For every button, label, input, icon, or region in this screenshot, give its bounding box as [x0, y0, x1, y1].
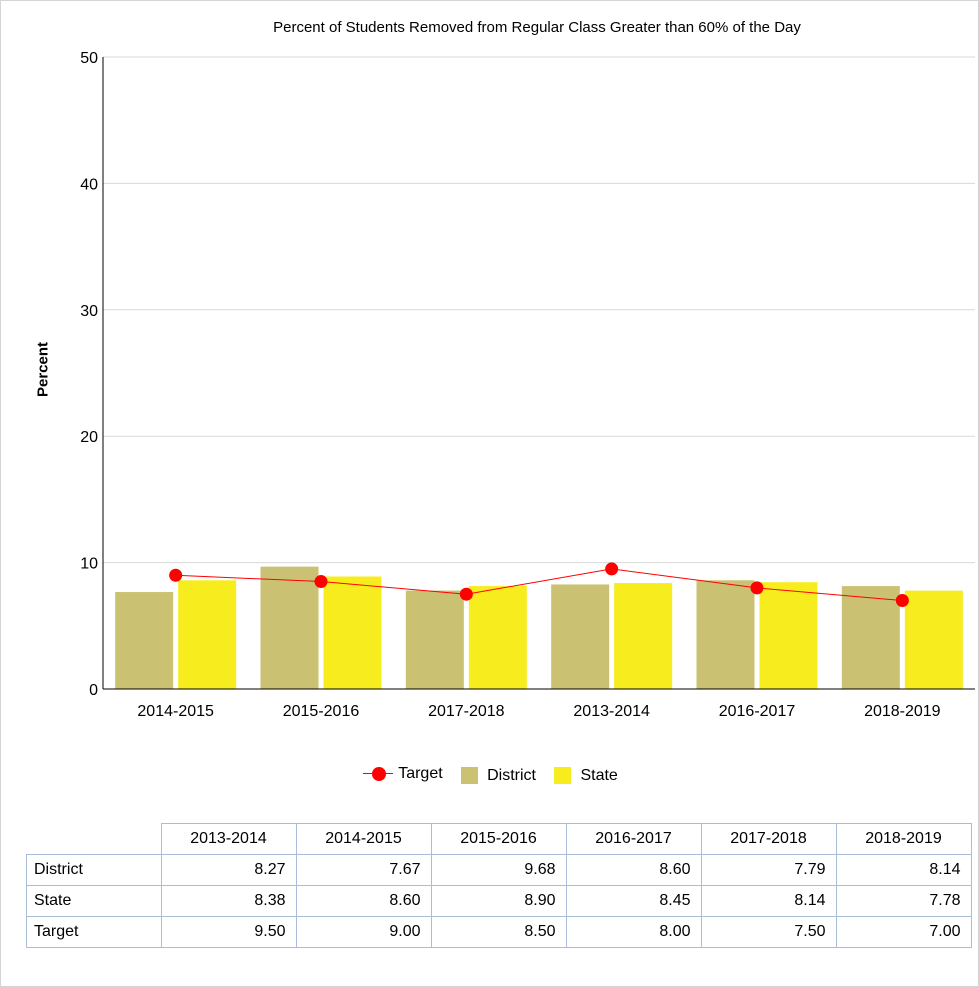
bar-state: [614, 583, 673, 689]
target-point: [895, 594, 909, 608]
table-cell: 8.50: [430, 916, 567, 948]
table-row: District 8.27 7.67 9.68 8.60 7.79 8.14: [26, 854, 972, 886]
table-cell: 9.00: [295, 916, 432, 948]
target-point: [314, 575, 328, 589]
table-cell: 8.38: [160, 885, 297, 917]
y-tick-label: 0: [89, 682, 98, 699]
bar-state: [178, 580, 237, 689]
target-point: [169, 568, 183, 582]
bar-district: [115, 592, 174, 689]
table-cell: 7.78: [835, 885, 972, 917]
row-label: Target: [26, 916, 162, 948]
bar-district: [696, 580, 755, 689]
y-tick-label: 50: [80, 50, 98, 67]
row-label: State: [26, 885, 162, 917]
table-header: 2017-2018: [700, 823, 837, 855]
x-tick-label: 2017-2018: [428, 703, 505, 720]
table-cell: 9.50: [160, 916, 297, 948]
bar-state: [468, 586, 527, 689]
legend-label-target: Target: [398, 765, 443, 782]
table-cell: 8.45: [565, 885, 702, 917]
table-row: Target 9.50 9.00 8.50 8.00 7.50 7.00: [26, 916, 972, 948]
state-legend-swatch: [554, 767, 572, 784]
legend-item-state[interactable]: State: [554, 766, 618, 785]
target-legend-marker: [363, 764, 394, 784]
y-tick-label: 40: [80, 176, 98, 193]
table-cell: 9.68: [430, 854, 567, 886]
table-header-row: 2013-2014 2014-2015 2015-2016 2016-2017 …: [27, 823, 972, 855]
row-label: District: [26, 854, 162, 886]
table-cell: 7.00: [835, 916, 972, 948]
table-cell: 8.90: [430, 885, 567, 917]
bar-state: [904, 590, 963, 689]
legend: Target District State: [1, 764, 979, 789]
table-cell: 8.14: [700, 885, 837, 917]
table-cell: 7.79: [700, 854, 837, 886]
target-point: [459, 587, 473, 601]
table-cell: 7.67: [295, 854, 432, 886]
table-header: 2015-2016: [430, 823, 567, 855]
table-corner: [27, 824, 162, 855]
table-cell: 7.50: [700, 916, 837, 948]
bar-district: [841, 586, 900, 689]
table-header: 2018-2019: [835, 823, 972, 855]
legend-item-target[interactable]: Target: [363, 764, 443, 784]
bar-state: [323, 576, 382, 689]
legend-item-district[interactable]: District: [461, 767, 536, 785]
table-row: State 8.38 8.60 8.90 8.45 8.14 7.78: [26, 885, 972, 917]
bar-district: [405, 590, 464, 689]
bar-state: [759, 582, 818, 689]
legend-label-state: State: [580, 766, 618, 784]
bar-district: [551, 584, 610, 689]
bar-district: [260, 566, 319, 689]
chart-title: Percent of Students Removed from Regular…: [273, 19, 801, 36]
target-point: [605, 562, 619, 576]
table-cell: 8.27: [160, 854, 297, 886]
y-tick-label: 20: [80, 429, 98, 446]
district-legend-swatch: [461, 767, 479, 784]
x-tick-label: 2015-2016: [283, 703, 360, 720]
target-point: [750, 581, 764, 595]
table-header: 2016-2017: [565, 823, 702, 855]
y-tick-label: 30: [80, 303, 98, 320]
table-cell: 8.60: [295, 885, 432, 917]
data-table: 2013-2014 2014-2015 2015-2016 2016-2017 …: [26, 823, 972, 948]
table-cell: 8.14: [835, 854, 972, 886]
x-tick-label: 2018-2019: [864, 703, 941, 720]
table-header: 2014-2015: [295, 823, 432, 855]
x-tick-label: 2016-2017: [719, 703, 796, 720]
legend-label-district: District: [487, 766, 536, 784]
y-tick-label: 10: [80, 556, 98, 573]
x-tick-label: 2014-2015: [137, 703, 214, 720]
table-cell: 8.60: [565, 854, 702, 886]
table-header: 2013-2014: [160, 823, 297, 855]
chart-plot: 0 10 20 30 40 50 2014-2015 2015-2016 2017-2018 20…: [80, 50, 975, 720]
target-line: [175, 568, 903, 602]
x-tick-label: 2013-2014: [573, 703, 650, 720]
table-cell: 8.00: [565, 916, 702, 948]
